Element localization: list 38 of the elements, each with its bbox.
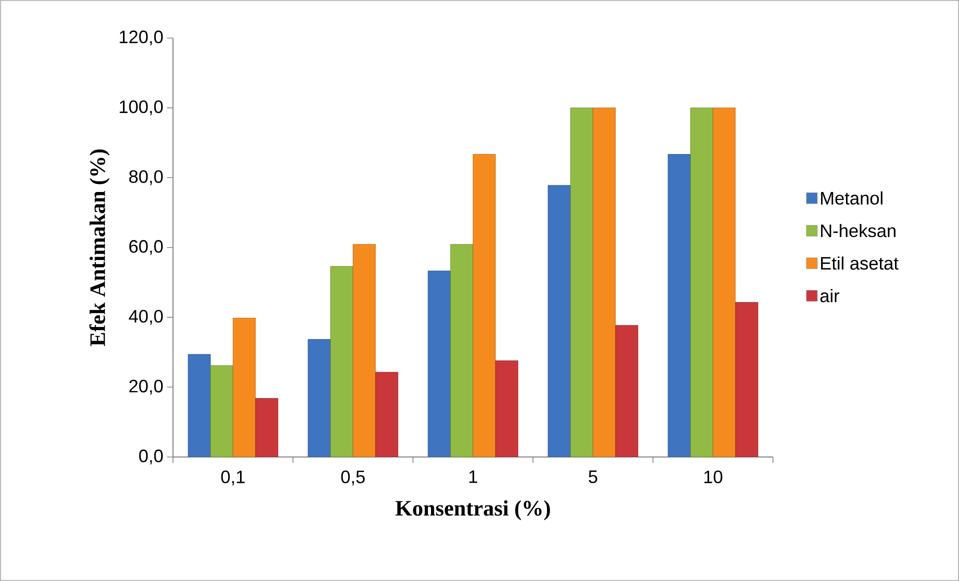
x-axis-title: Konsentrasi (%) <box>395 500 550 520</box>
x-tick-label: 1 <box>469 470 478 483</box>
bar <box>592 108 616 457</box>
bar <box>232 318 256 457</box>
bar <box>615 325 638 457</box>
bar <box>450 244 474 457</box>
y-tick-label: 20,0 <box>129 380 163 395</box>
y-tick-label: 100,0 <box>120 100 163 116</box>
bar <box>210 365 234 457</box>
x-tick-label: 0,5 <box>341 470 365 486</box>
bar <box>188 354 211 457</box>
x-tick-label: 0,1 <box>221 470 245 486</box>
bar <box>690 108 714 457</box>
bar <box>712 108 736 457</box>
y-tick-label: 0,0 <box>139 450 163 464</box>
bar <box>428 270 451 457</box>
legend-label: Metanol <box>821 191 882 205</box>
bar <box>735 302 758 457</box>
y-tick-label: 60,0 <box>129 240 163 255</box>
bar <box>352 244 376 457</box>
bar <box>375 372 398 457</box>
legend-label: Etil asetat <box>821 256 898 270</box>
y-axis-title: Efek Antimakan (%) <box>89 149 110 346</box>
x-tick-label: 5 <box>588 470 598 484</box>
bar <box>570 108 594 457</box>
x-tick-label: 10 <box>704 470 722 484</box>
bar <box>548 185 571 457</box>
y-tick-label: 40,0 <box>128 310 163 325</box>
bar <box>330 266 354 457</box>
y-tick-label: 120,0 <box>120 30 163 46</box>
bar <box>668 154 691 457</box>
bar <box>472 154 496 457</box>
y-tick-label: 80,0 <box>129 170 163 186</box>
bar <box>308 339 331 457</box>
bar <box>255 398 278 457</box>
legend-label: air <box>820 289 840 302</box>
bar <box>495 360 518 457</box>
legend-label: N-heksan <box>821 224 896 238</box>
